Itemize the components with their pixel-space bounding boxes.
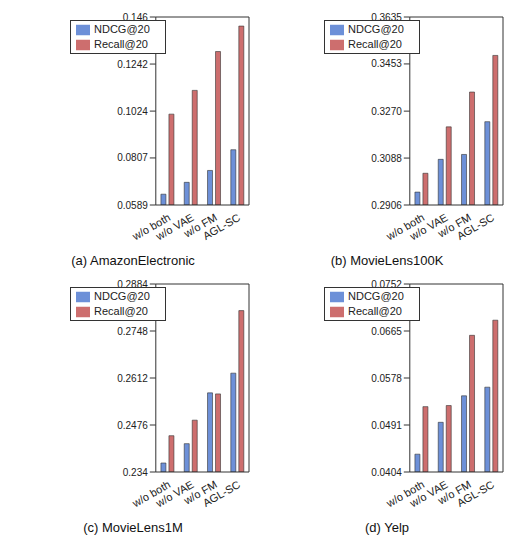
html-text:(a) AmazonElectronic: (a) AmazonElectronic bbox=[71, 253, 195, 268]
svg-text:0.3270: 0.3270 bbox=[371, 106, 402, 117]
svg-text:w/o VAE: w/o VAE bbox=[407, 478, 450, 510]
html-text:NDCG@20: NDCG@20 bbox=[348, 23, 404, 35]
svg-text:AGL-SC: AGL-SC bbox=[201, 211, 243, 242]
svg-text:0.0589: 0.0589 bbox=[117, 200, 148, 211]
html-text:Recall@20: Recall@20 bbox=[348, 305, 402, 318]
html-text:(d) Yelp: (d) Yelp bbox=[365, 520, 409, 535]
svg-text:AGL-SC: AGL-SC bbox=[455, 211, 497, 242]
html-text:(c) MovieLens1M: (c) MovieLens1M bbox=[83, 520, 183, 535]
html-text:(b) MovieLens100K: (b) MovieLens100K bbox=[330, 253, 444, 268]
svg-text:0.0752: 0.0752 bbox=[371, 279, 402, 290]
html-text:NDCG@20: NDCG@20 bbox=[94, 23, 150, 35]
svg-text:w/o both: w/o both bbox=[130, 211, 173, 243]
svg-text:0.2612: 0.2612 bbox=[117, 373, 148, 384]
svg-text:w/o both: w/o both bbox=[384, 211, 427, 243]
svg-text:0.0665: 0.0665 bbox=[371, 326, 402, 337]
svg-text:AGL-SC: AGL-SC bbox=[455, 478, 497, 509]
svg-text:0.2884: 0.2884 bbox=[117, 279, 148, 290]
svg-text:w/o both: w/o both bbox=[384, 478, 427, 510]
svg-text:0.1024: 0.1024 bbox=[117, 106, 148, 117]
svg-text:0.0404: 0.0404 bbox=[371, 467, 402, 478]
svg-text:w/o FM: w/o FM bbox=[181, 478, 219, 507]
html-text:NDCG@20: NDCG@20 bbox=[348, 290, 404, 302]
svg-text:w/o VAE: w/o VAE bbox=[153, 211, 196, 243]
svg-text:0.2476: 0.2476 bbox=[117, 420, 148, 431]
svg-text:0.2906: 0.2906 bbox=[371, 200, 402, 211]
html-text:Recall@20: Recall@20 bbox=[94, 38, 148, 51]
svg-text:0.234: 0.234 bbox=[123, 467, 148, 478]
svg-text:w/o FM: w/o FM bbox=[435, 211, 473, 240]
svg-text:0.1242: 0.1242 bbox=[117, 59, 148, 70]
svg-text:0.0578: 0.0578 bbox=[371, 373, 402, 384]
svg-text:0.2748: 0.2748 bbox=[117, 326, 148, 337]
html-text:Recall@20: Recall@20 bbox=[348, 38, 402, 51]
svg-text:w/o FM: w/o FM bbox=[435, 478, 473, 507]
svg-text:0.3635: 0.3635 bbox=[371, 12, 402, 23]
svg-text:w/o FM: w/o FM bbox=[181, 211, 219, 240]
svg-text:0.3088: 0.3088 bbox=[371, 153, 402, 164]
html-text:NDCG@20: NDCG@20 bbox=[94, 290, 150, 302]
svg-text:w/o both: w/o both bbox=[130, 478, 173, 510]
html-text:Recall@20: Recall@20 bbox=[94, 305, 148, 318]
svg-text:AGL-SC: AGL-SC bbox=[201, 478, 243, 509]
svg-text:0.0491: 0.0491 bbox=[371, 420, 402, 431]
svg-text:0.0807: 0.0807 bbox=[117, 152, 148, 163]
svg-text:0.146: 0.146 bbox=[123, 12, 148, 23]
svg-text:w/o VAE: w/o VAE bbox=[153, 478, 196, 510]
svg-text:0.3453: 0.3453 bbox=[371, 58, 402, 69]
svg-text:w/o VAE: w/o VAE bbox=[407, 211, 450, 243]
